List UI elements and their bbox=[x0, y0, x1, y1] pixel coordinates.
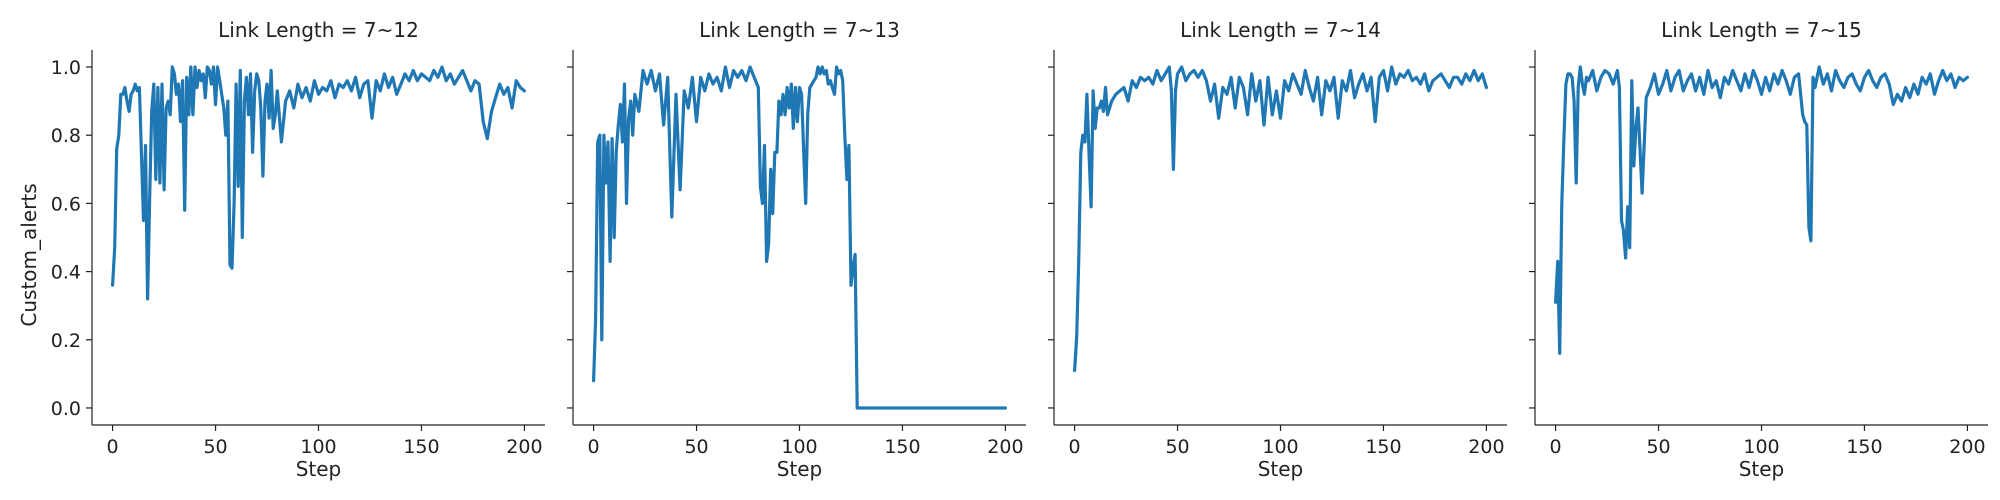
x-tick-label: 0 bbox=[588, 436, 600, 458]
x-tick-label: 150 bbox=[1365, 436, 1401, 458]
x-axis-label: Step bbox=[1258, 457, 1304, 481]
y-tick-label: 1.0 bbox=[51, 57, 81, 79]
panel-title: Link Length = 7~14 bbox=[1180, 18, 1381, 42]
x-tick-label: 200 bbox=[1949, 436, 1985, 458]
series-line bbox=[591, 65, 1008, 410]
x-tick-label: 200 bbox=[506, 436, 542, 458]
x-tick-label: 150 bbox=[403, 436, 439, 458]
series-line bbox=[110, 65, 527, 301]
panel-4: 0 50 100 150 200 Link Length = 7~15 Step bbox=[1529, 18, 1988, 481]
x-tick-label: 100 bbox=[1262, 436, 1298, 458]
x-axis-label: Step bbox=[777, 457, 823, 481]
x-tick-label: 0 bbox=[1069, 436, 1081, 458]
x-tick-label: 100 bbox=[1743, 436, 1779, 458]
x-tick-label: 50 bbox=[1165, 436, 1189, 458]
panel-1: 0.0 0.2 0.4 0.6 0.8 1.0 0 50 100 150 200 Link Lengt… bbox=[51, 18, 545, 481]
x-tick-label: 50 bbox=[1646, 436, 1670, 458]
panel-2: 0 50 100 150 200 Link Length = 7~13 Step bbox=[567, 18, 1026, 481]
panel-title: Link Length = 7~15 bbox=[1661, 18, 1862, 42]
x-tick-label: 100 bbox=[781, 436, 817, 458]
x-tick-label: 0 bbox=[1550, 436, 1562, 458]
x-tick-label: 100 bbox=[300, 436, 336, 458]
x-tick-label: 200 bbox=[987, 436, 1023, 458]
y-tick-label: 0.4 bbox=[51, 262, 81, 284]
x-tick-label: 50 bbox=[203, 436, 227, 458]
y-tick-label: 0.2 bbox=[51, 330, 81, 352]
y-tick-label: 0.0 bbox=[51, 398, 81, 420]
series-line bbox=[1553, 65, 1970, 355]
y-axis-label: Custom_alerts bbox=[17, 183, 41, 326]
series-line bbox=[1072, 65, 1489, 373]
x-tick-label: 150 bbox=[1846, 436, 1882, 458]
panel-title: Link Length = 7~12 bbox=[218, 18, 419, 42]
x-axis-label: Step bbox=[296, 457, 342, 481]
x-tick-label: 50 bbox=[684, 436, 708, 458]
panel-title: Link Length = 7~13 bbox=[699, 18, 900, 42]
y-tick-label: 0.8 bbox=[51, 125, 81, 147]
x-tick-label: 0 bbox=[107, 436, 119, 458]
panel-3: 0 50 100 150 200 Link Length = 7~14 Step bbox=[1048, 18, 1507, 481]
x-tick-label: 150 bbox=[884, 436, 920, 458]
y-tick-label: 0.6 bbox=[51, 193, 81, 215]
x-axis-label: Step bbox=[1739, 457, 1785, 481]
x-tick-label: 200 bbox=[1468, 436, 1504, 458]
